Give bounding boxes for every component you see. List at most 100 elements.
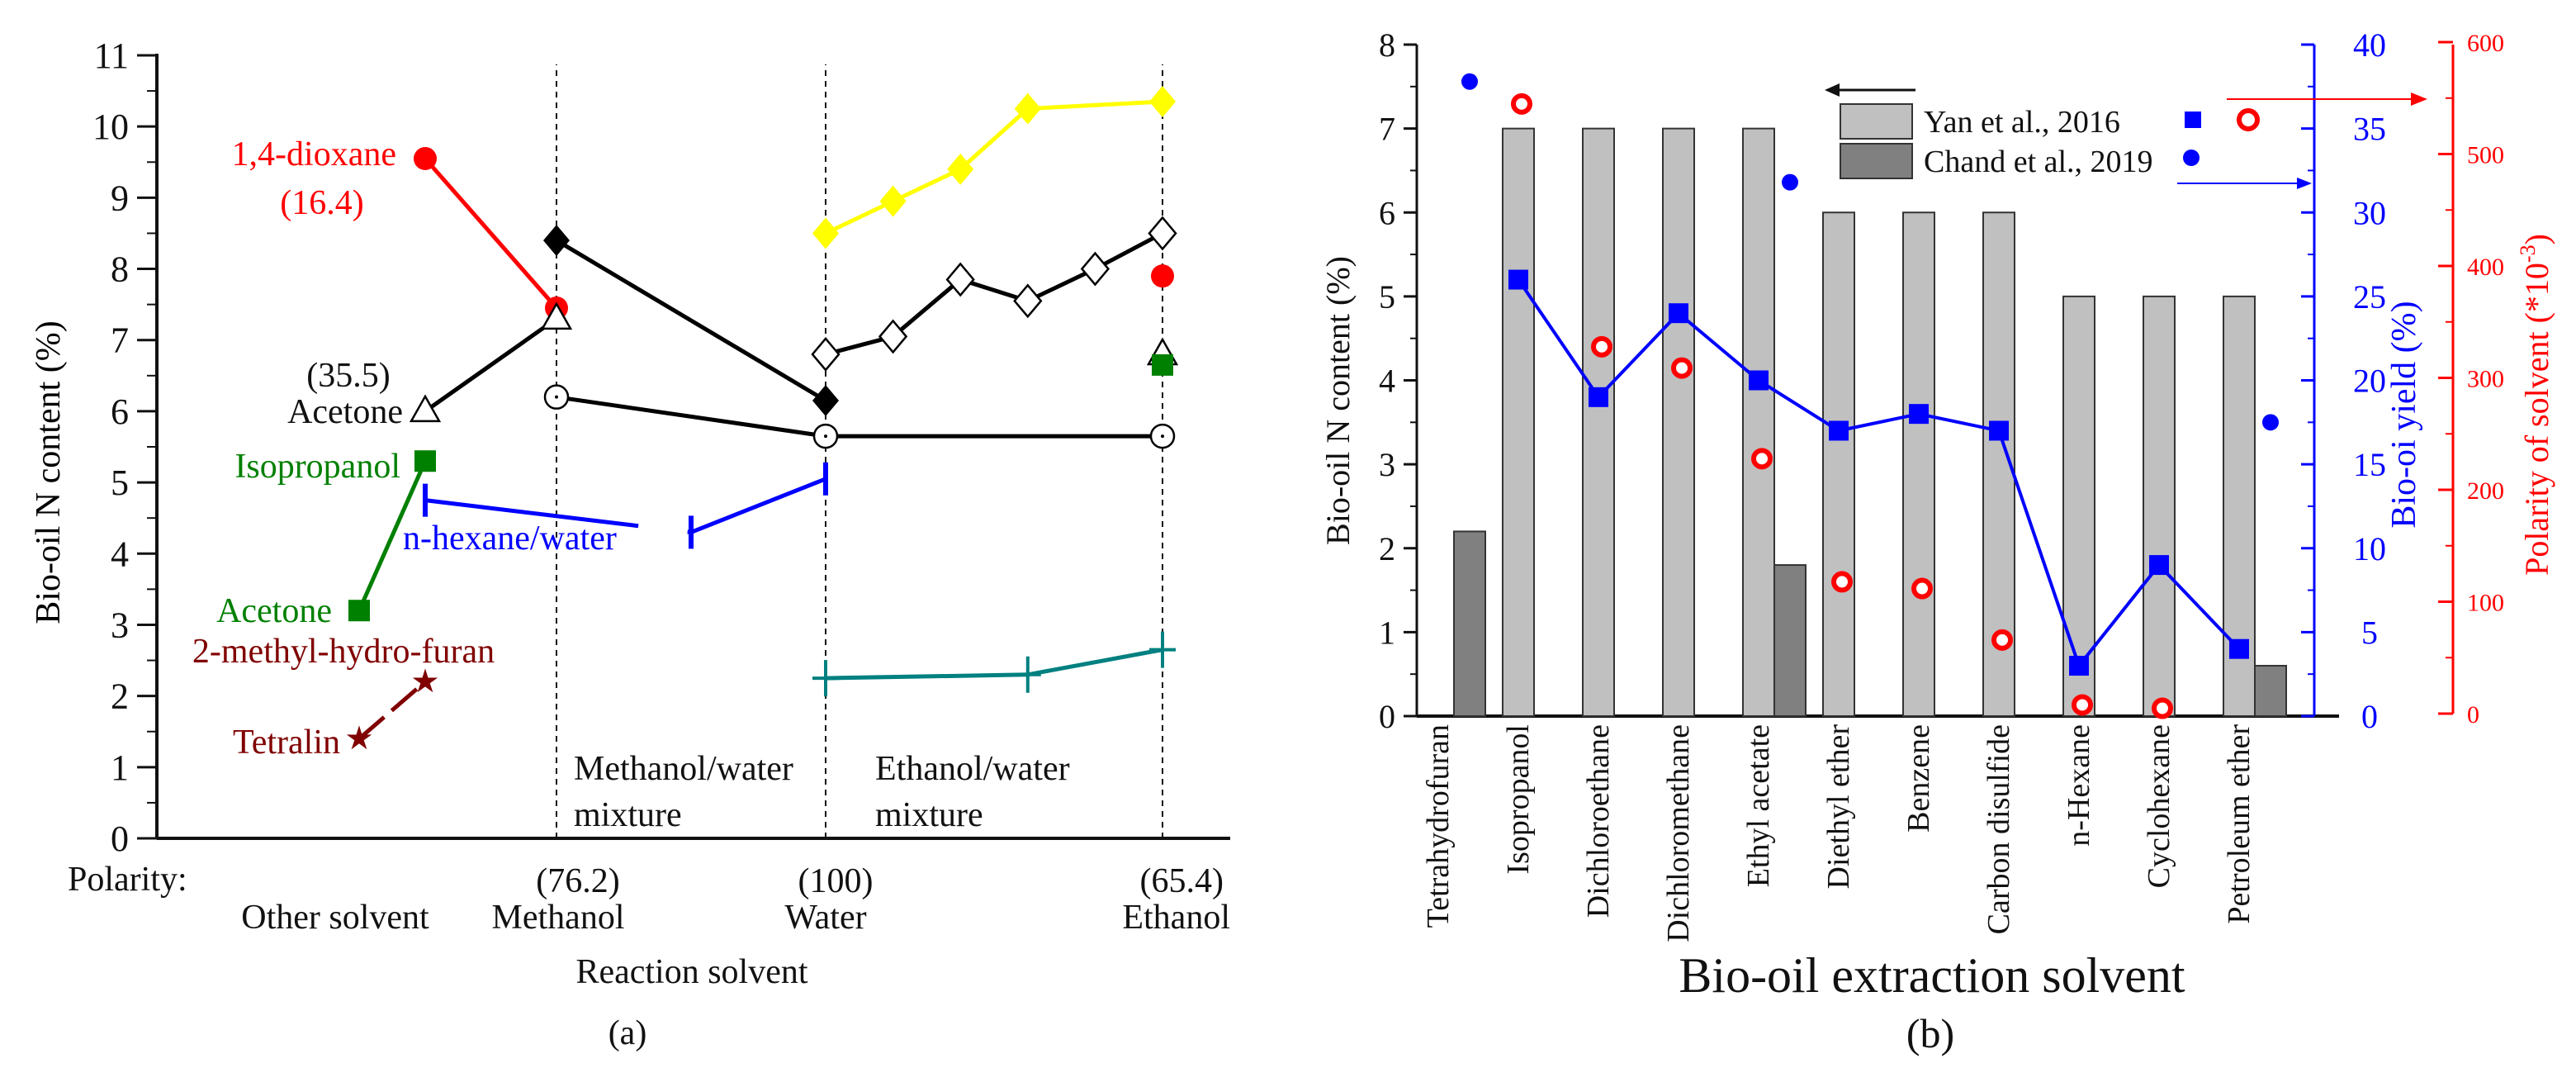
bar-chand-10 [2254,665,2287,718]
panel-b-series [1453,73,2287,719]
series-nhexane-water [423,462,828,549]
open-triangle-marker [409,394,442,423]
open-diamond-marker [1013,283,1043,319]
annotation-nhexane-water: n-hexane/water [403,520,617,558]
series-filled-diamond [543,225,839,416]
polarity-circle-marker [1991,629,2013,651]
yield-square-marker [1989,420,2009,441]
y-tick-label-b: 3 [1379,446,1395,483]
polarity-circle-marker [1751,448,1773,470]
yield-square-marker [2229,638,2249,659]
yield-square-marker [1909,404,1929,425]
y2-tick-label-b: 10 [2353,530,2386,567]
x-axis-title-b: Bio-oil extraction solvent [1679,948,2185,1003]
y2-tick-label-b: 25 [2353,278,2386,316]
annotation-acetone-green: Acetone [216,592,332,630]
circle-marker [1151,264,1174,288]
y-tick-label-a: 9 [111,178,129,218]
category-water: Water [784,899,866,937]
annotation-dioxane-polarity: (16.4) [280,184,363,222]
y-tick-label-a: 6 [111,392,129,432]
y3-tick-label-b: 0 [2467,701,2479,728]
series-dioxane-ethanol [1151,264,1174,288]
series-line-yellow-diamond [824,99,1163,235]
open-diamond-marker [878,319,908,354]
y-tick-label-a: 5 [111,463,129,503]
panel-label-a: (a) [608,1014,647,1052]
yield-dot-chand [1782,173,1798,191]
series-green-square [348,450,436,622]
yield-square-marker [2149,555,2169,576]
yield-dot-chand [1461,73,1478,90]
category-label: Benzene [1901,724,1936,833]
bar-yan-4 [1742,127,1775,717]
y3-tick-label-b: 400 [2467,254,2504,281]
legend-swatch-yan [1840,103,1913,140]
polarity-label: Polarity: [68,861,187,899]
diamond-marker [947,153,974,185]
y-tick-label-b: 2 [1379,530,1395,567]
open-diamond-marker [945,262,975,297]
y2-tick-label-b: 30 [2353,194,2386,231]
legend-label-yan: Yan et al., 2016 [1924,105,2120,140]
yield-square-marker [1589,387,1608,407]
series-line-green-square [357,460,428,612]
legend: Yan et al., 2016 Chand et al., 2019 [1825,83,2427,189]
category-label: Diethyl ether [1821,724,1856,890]
arrow-yield-axis [2177,178,2312,189]
y-tick-label-a: 4 [111,534,129,574]
panel-a-axes: 0 1 2 3 4 5 6 7 8 9 10 11 [92,36,1230,859]
bar-yan-9 [2143,295,2176,717]
polarity-circle-marker [1591,335,1612,358]
category-label: Dichloromethane [1661,724,1696,942]
diamond-marker [812,217,839,249]
y3-tick-label-b: 600 [2467,30,2504,57]
y2-tick-label-b: 5 [2361,614,2378,651]
y2-tick-label-b: 40 [2353,26,2386,64]
annotation-acetone-polarity: (35.5) [306,357,390,395]
annotation-acetone-black: Acetone [287,393,403,431]
open-circle-dot [824,434,827,439]
open-diamond-marker [1080,251,1110,287]
legend-polarity-circle-marker [2237,108,2260,131]
category-ethanol: Ethanol [1122,899,1230,937]
polarity-circle-marker [1911,577,1933,600]
y-tick-label-b: 4 [1379,363,1395,400]
y-tick-label-a: 11 [94,36,129,76]
yield-line-yan [1517,278,2241,670]
y-tick-label-a: 3 [111,605,129,645]
polarity-ethanol: (65.4) [1140,862,1224,900]
y-tick-label-a: 2 [111,676,129,717]
y3-tick-label-b: 200 [2467,477,2504,505]
polarity-circle-marker [1511,93,1532,115]
series-line-stars [358,680,427,741]
y-axis-title-a: Bio-oil N content (%) [30,320,68,624]
bar-yan-8 [2062,295,2095,717]
yield-square-marker [1669,303,1688,324]
series-yellow-diamond [812,86,1176,249]
polarity-circle-marker [1671,357,1693,379]
series-teal-plus [812,631,1176,697]
legend-yield-square-marker [2185,112,2201,128]
y-tick-label-b: 6 [1379,194,1395,231]
y-tick-label-a: 7 [111,320,129,361]
series-line-open-circle [556,395,1163,439]
open-circle-dot [555,395,558,399]
series-line-acetone-triangle [424,316,558,413]
category-other-solvent: Other solvent [241,899,429,937]
y-tick-label-b: 5 [1379,278,1395,316]
polarity-circle-marker [2152,697,2173,719]
yield-square-marker [2069,656,2089,676]
category-label: Tetrahydrofuran [1421,724,1456,928]
series-green-square-ethanol [1152,354,1173,376]
series-acetone-triangle [409,301,573,423]
y2-tick-label-b: 20 [2353,363,2386,400]
y-axis-title-b: Bio-oil N content (%) [1319,256,1357,545]
bar-yan-1 [1502,127,1535,717]
category-label: Carbon disulfide [1982,724,2016,934]
series-open-circle [543,384,1176,449]
y-tick-label-b: 8 [1379,26,1395,64]
y3-title-main: Polarity of solvent (*10 [2518,263,2555,576]
y-tick-label-a: 0 [111,819,129,859]
arrow-left-axis [1825,83,1915,97]
